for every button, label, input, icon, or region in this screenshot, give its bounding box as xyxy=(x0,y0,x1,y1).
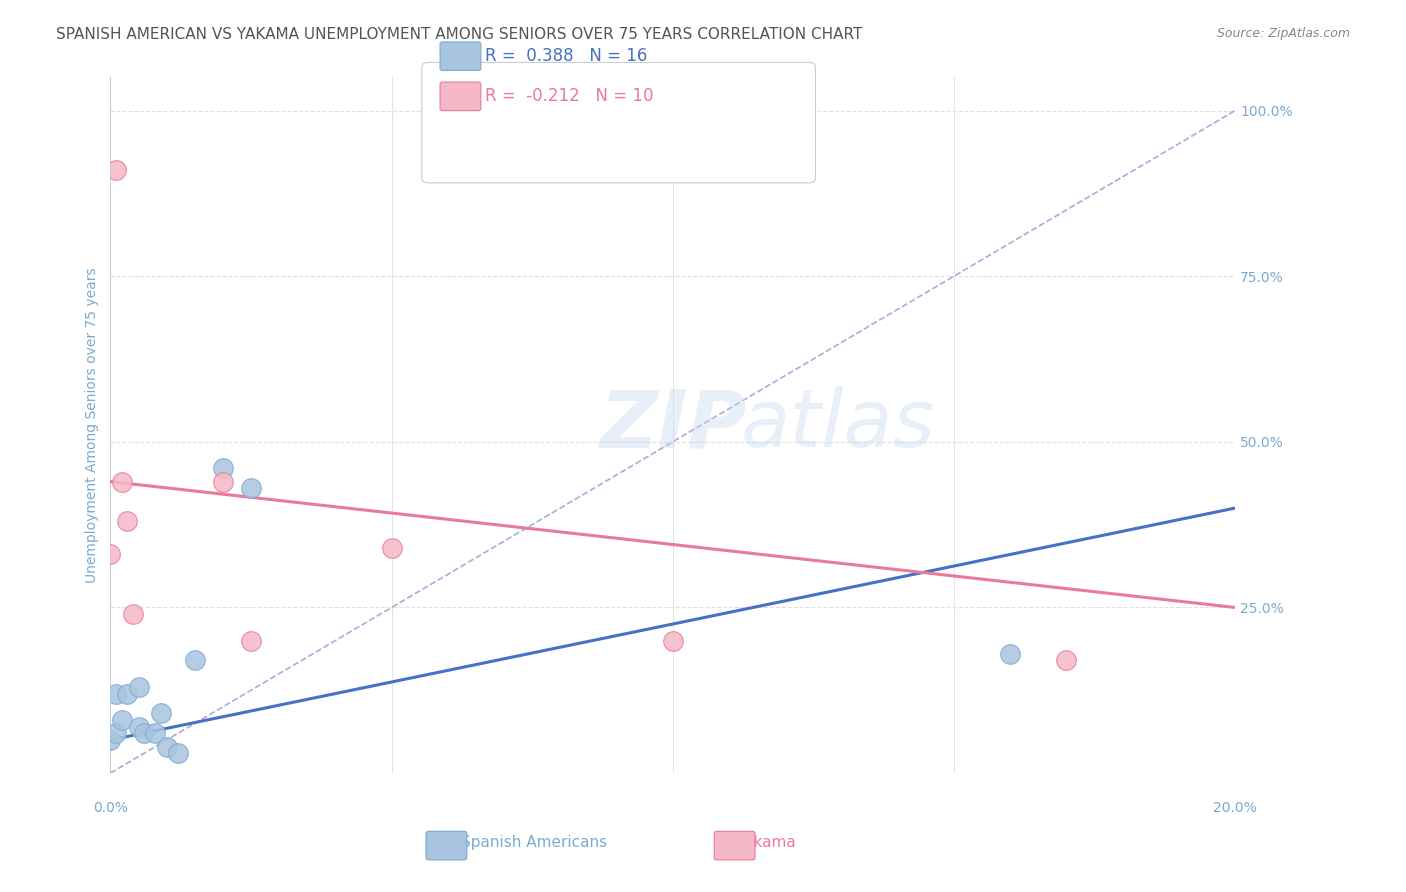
Point xyxy=(122,607,145,621)
Point xyxy=(128,680,150,694)
Point xyxy=(100,548,122,562)
Point xyxy=(111,713,134,727)
Point xyxy=(134,726,156,740)
Point xyxy=(145,726,167,740)
Point xyxy=(105,163,128,178)
Point xyxy=(105,726,128,740)
Point xyxy=(167,746,190,760)
Point xyxy=(111,475,134,489)
Text: Source: ZipAtlas.com: Source: ZipAtlas.com xyxy=(1216,27,1350,40)
Point xyxy=(117,514,139,528)
Text: atlas: atlas xyxy=(740,386,935,464)
Text: 0.0%: 0.0% xyxy=(93,801,128,815)
Text: 20.0%: 20.0% xyxy=(1213,801,1257,815)
Point xyxy=(661,633,683,648)
Point xyxy=(100,733,122,747)
Text: ZIP: ZIP xyxy=(599,386,747,464)
Point xyxy=(381,541,404,555)
Text: R =  -0.212   N = 10: R = -0.212 N = 10 xyxy=(485,87,654,105)
Point xyxy=(212,461,235,475)
Y-axis label: Unemployment Among Seniors over 75 years: Unemployment Among Seniors over 75 years xyxy=(86,268,100,583)
Point xyxy=(184,653,207,667)
Text: Spanish Americans: Spanish Americans xyxy=(461,836,607,850)
Point xyxy=(156,739,179,754)
Point xyxy=(998,647,1021,661)
Text: Yakama: Yakama xyxy=(737,836,796,850)
Text: SPANISH AMERICAN VS YAKAMA UNEMPLOYMENT AMONG SENIORS OVER 75 YEARS CORRELATION : SPANISH AMERICAN VS YAKAMA UNEMPLOYMENT … xyxy=(56,27,863,42)
Point xyxy=(105,687,128,701)
Text: R =  0.388   N = 16: R = 0.388 N = 16 xyxy=(485,47,647,65)
Point xyxy=(240,633,263,648)
Point xyxy=(1054,653,1077,667)
Point xyxy=(212,475,235,489)
Point xyxy=(117,687,139,701)
Point xyxy=(128,720,150,734)
Point xyxy=(240,481,263,495)
Point xyxy=(150,706,173,721)
